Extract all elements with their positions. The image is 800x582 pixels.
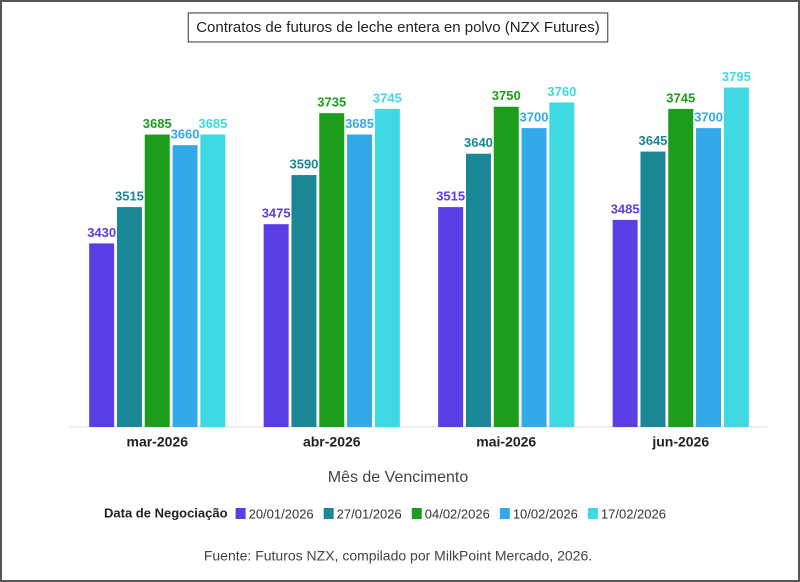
- data-label: 3645: [638, 133, 667, 148]
- data-label: 3685: [198, 116, 227, 131]
- chart-title: Contratos de futuros de leche entera en …: [196, 19, 600, 36]
- legend-label: 17/02/2026: [601, 506, 666, 521]
- data-label: 3685: [143, 116, 172, 131]
- legend-swatch: [235, 508, 246, 519]
- x-tick-label: mar-2026: [127, 434, 189, 450]
- bar: [319, 113, 345, 427]
- data-label: 3430: [87, 225, 116, 240]
- bar: [116, 207, 142, 427]
- title-box: [187, 12, 609, 43]
- legend-label: 04/02/2026: [425, 506, 490, 521]
- data-label: 3485: [611, 201, 640, 216]
- bar: [438, 207, 464, 427]
- bar: [200, 134, 226, 427]
- bar: [172, 145, 198, 427]
- bar: [668, 108, 694, 427]
- bar: [612, 219, 638, 427]
- data-label: 3640: [464, 135, 493, 150]
- legend-swatch: [411, 508, 422, 519]
- bar: [347, 134, 373, 427]
- data-label: 3685: [345, 116, 374, 131]
- data-label: 3745: [666, 90, 695, 105]
- data-label: 3590: [289, 157, 318, 172]
- legend-label: 10/02/2026: [513, 506, 578, 521]
- data-label: 3750: [492, 88, 521, 103]
- bar: [144, 134, 170, 427]
- data-label: 3745: [373, 90, 402, 105]
- bar: [696, 128, 722, 427]
- bar: [465, 153, 491, 427]
- bar: [374, 108, 400, 427]
- bar: [723, 87, 749, 427]
- legend-swatch: [323, 508, 334, 519]
- legend-label: 27/01/2026: [337, 506, 402, 521]
- data-label: 3760: [547, 84, 576, 99]
- legend-title: Data de Negociação: [104, 505, 228, 520]
- data-label: 3795: [722, 69, 751, 84]
- data-label: 3515: [436, 189, 465, 204]
- x-tick-label: abr-2026: [303, 434, 361, 450]
- legend-swatch: [499, 508, 510, 519]
- data-label: 3700: [520, 110, 549, 125]
- bar: [263, 224, 289, 427]
- x-tick-label: jun-2026: [651, 434, 709, 450]
- data-label: 3475: [262, 206, 291, 221]
- bar: [493, 106, 519, 427]
- source: Fuente: Futuros NZX, compilado por MilkP…: [204, 548, 592, 564]
- data-label: 3515: [115, 189, 144, 204]
- data-label: 3660: [171, 127, 200, 142]
- x-axis-title: Mês de Vencimento: [328, 469, 469, 486]
- legend-label: 20/01/2026: [249, 506, 314, 521]
- x-tick-label: mai-2026: [476, 434, 536, 450]
- bar: [640, 151, 666, 427]
- legend-swatch: [587, 508, 598, 519]
- data-label: 3700: [694, 110, 723, 125]
- bar: [521, 128, 547, 427]
- bar: [549, 102, 575, 427]
- data-label: 3735: [317, 95, 346, 110]
- bar: [291, 175, 317, 427]
- bar: [89, 243, 115, 427]
